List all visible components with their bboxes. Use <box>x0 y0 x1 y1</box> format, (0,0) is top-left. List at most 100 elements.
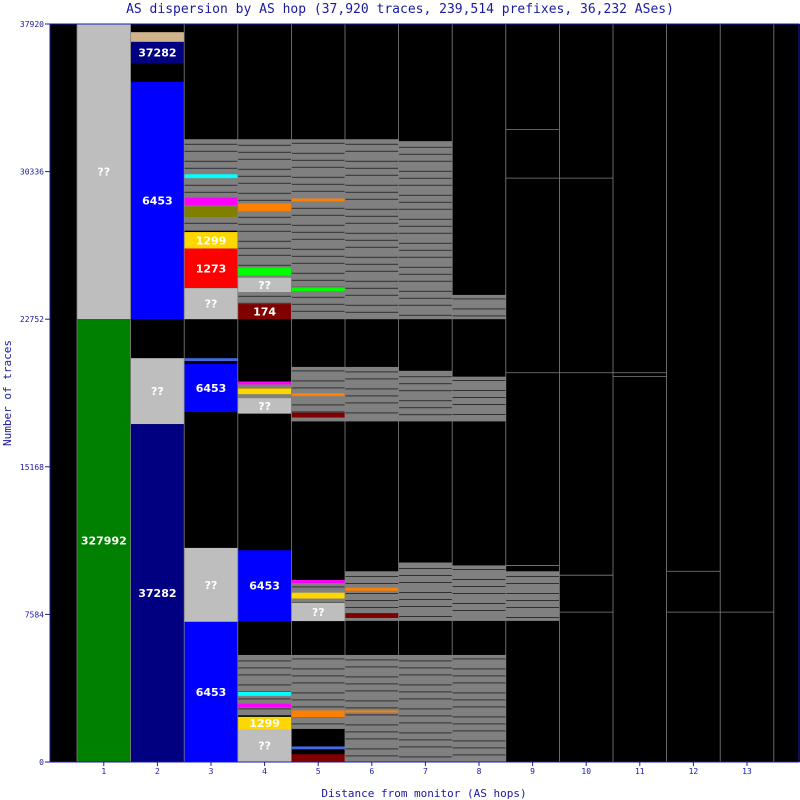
segment-label: 37282 <box>138 47 176 60</box>
segment-hop4 <box>237 277 292 292</box>
x-tick-label: 5 <box>316 767 321 776</box>
segment-label: 327992 <box>81 535 127 548</box>
minor-as-band <box>237 381 292 385</box>
fragmented-block <box>505 571 560 621</box>
fragmented-block <box>291 139 345 320</box>
minor-as-band <box>345 710 399 713</box>
minor-as-band <box>237 388 292 395</box>
segment-label: ?? <box>312 606 325 619</box>
x-tick-label: 8 <box>477 767 482 776</box>
x-axis-label: Distance from monitor (AS hops) <box>321 787 526 800</box>
fragmented-block <box>398 370 453 422</box>
minor-as-band <box>291 754 345 762</box>
segment-hop3 <box>184 232 238 249</box>
segment-hop2 <box>130 81 185 320</box>
y-tick-label: 0 <box>39 758 44 767</box>
fragmented-block <box>291 654 345 729</box>
minor-as-band <box>291 580 345 583</box>
fragmented-block <box>452 294 506 320</box>
segment-hop3 <box>184 288 238 320</box>
chart-title: AS dispersion by AS hop (37,920 traces, … <box>126 2 674 17</box>
x-tick-label: 6 <box>369 767 374 776</box>
x-tick-label: 1 <box>101 767 106 776</box>
minor-as-band <box>237 691 292 696</box>
minor-as-band <box>291 412 345 418</box>
fragmented-block <box>345 366 399 422</box>
x-tick-label: 11 <box>635 767 645 776</box>
labeled-segments: ?? 327992 37282 6453?? 37282 1299 1273?? 6453??… <box>77 24 345 762</box>
minor-as-band <box>237 203 292 212</box>
x-axis-ticks: 1 2 3 4 5 6 7 8 9 10 11 12 13 <box>101 762 752 776</box>
segment-label: ?? <box>205 298 218 311</box>
segment-label: 174 <box>253 306 276 319</box>
x-tick-label: 12 <box>689 767 699 776</box>
segment-hop2 <box>130 358 185 425</box>
segment-label: 1299 <box>196 234 227 247</box>
segment-hop4 <box>237 304 292 320</box>
y-tick-label: 15168 <box>20 463 44 472</box>
minor-as-band <box>291 198 345 202</box>
minor-as-band <box>130 32 185 42</box>
fragmented-block <box>398 562 453 621</box>
segment-label: 1299 <box>249 717 280 730</box>
fragmented-block <box>345 139 399 320</box>
segment-label: 6453 <box>249 580 280 593</box>
x-tick-label: 7 <box>423 767 428 776</box>
plot-frame <box>49 23 800 763</box>
segment-hop2 <box>130 424 185 762</box>
segment-label: 6453 <box>196 686 227 699</box>
segment-label: ?? <box>258 400 271 413</box>
segment-hop1 <box>77 319 131 762</box>
x-tick-label: 3 <box>209 767 214 776</box>
segment-hop4 <box>237 729 292 762</box>
fragmented-block <box>345 654 399 762</box>
hop-dividers <box>76 24 775 762</box>
minor-as-band <box>345 613 399 618</box>
segment-label: 6453 <box>196 382 227 395</box>
minor-as-band <box>237 703 292 708</box>
fragmented-block <box>398 654 453 762</box>
minor-as-band <box>184 206 238 218</box>
fragmented-block <box>452 376 506 422</box>
segment-hop3 <box>184 248 238 289</box>
x-tick-label: 4 <box>262 767 267 776</box>
minor-as-band <box>291 287 345 292</box>
segment-hop1 <box>77 24 131 320</box>
segment-label: ?? <box>151 385 164 398</box>
x-tick-label: 10 <box>581 767 591 776</box>
minor-as-band <box>184 197 238 206</box>
segment-label: ?? <box>258 740 271 753</box>
segment-label: ?? <box>205 579 218 592</box>
minor-as-band <box>291 393 345 397</box>
fragmented-block <box>398 141 453 320</box>
minor-as-band <box>237 267 292 276</box>
minor-as-band <box>291 710 345 718</box>
segment-hop3 <box>184 364 238 413</box>
minor-as-band <box>345 587 399 591</box>
segment-hop4 <box>237 716 292 730</box>
minor-as-band <box>291 592 345 599</box>
minor-as-band <box>291 746 345 750</box>
x-tick-label: 9 <box>530 767 535 776</box>
segment-hop4 <box>237 550 292 622</box>
fragmented-block <box>345 571 399 621</box>
x-tick-label: 13 <box>742 767 752 776</box>
y-tick-label: 22752 <box>20 315 44 324</box>
segment-label: ?? <box>258 279 271 292</box>
segment-hop3 <box>184 547 238 622</box>
y-tick-label: 37920 <box>20 20 44 29</box>
segment-label: 1273 <box>196 262 227 275</box>
y-tick-label: 7584 <box>25 610 44 619</box>
segment-label: 37282 <box>138 587 176 600</box>
segment-hop4 <box>237 398 292 414</box>
minor-as-band <box>184 174 238 179</box>
segment-label: 6453 <box>142 195 173 208</box>
minor-as-band <box>184 358 238 362</box>
fragmented-block <box>452 654 506 762</box>
segment-hop5 <box>291 602 345 622</box>
segment-hop3 <box>184 621 238 762</box>
segment-label: ?? <box>97 166 110 179</box>
y-tick-label: 30336 <box>20 168 44 177</box>
segment-hop2 <box>130 41 185 64</box>
